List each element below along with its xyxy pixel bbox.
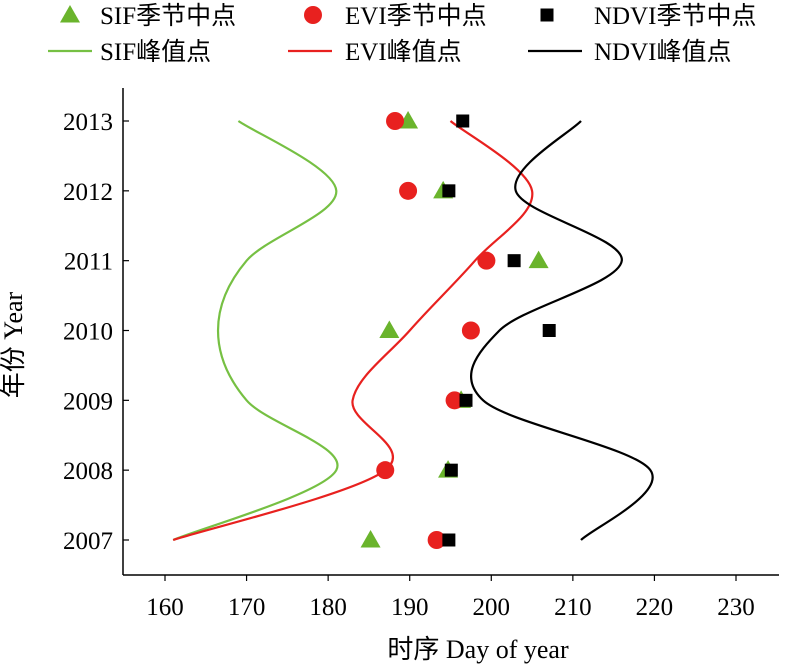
x-tick-label: 190 bbox=[391, 594, 429, 621]
legend-sif-marker bbox=[60, 5, 80, 23]
ndvi-midpoint-marker bbox=[444, 463, 458, 477]
evi-midpoint-marker bbox=[461, 321, 480, 340]
evi-midpoint-marker bbox=[445, 391, 464, 410]
series-lines bbox=[172, 120, 654, 542]
x-axis-title: 时序 Day of year bbox=[387, 635, 569, 664]
evi-midpoint-marker bbox=[477, 251, 496, 270]
legend-sif-midpoint-label: SIF季节中点 bbox=[100, 2, 236, 30]
x-tick-label: 210 bbox=[554, 594, 592, 621]
legend-evi-peak-label: EVI峰值点 bbox=[345, 38, 462, 66]
legend-ndvi-marker bbox=[540, 8, 554, 22]
sif-peak-line bbox=[172, 120, 339, 542]
x-tick-label: 160 bbox=[146, 594, 184, 621]
legend: SIF季节中点 EVI季节中点 NDVI季节中点 SIF峰值点 EVI峰值点 NDVI峰值… bbox=[48, 2, 757, 66]
evi-peak-line bbox=[172, 120, 534, 542]
y-tick-label: 2008 bbox=[63, 458, 113, 485]
sif-midpoint-marker bbox=[360, 530, 381, 548]
ndvi-midpoint-marker bbox=[507, 254, 521, 268]
series-points bbox=[360, 111, 556, 549]
evi-midpoint-marker bbox=[376, 461, 395, 480]
ndvi-midpoint-marker bbox=[456, 114, 470, 128]
legend-evi-midpoint-label: EVI季节中点 bbox=[345, 2, 487, 30]
legend-sif-peak-label: SIF峰值点 bbox=[100, 38, 211, 66]
axes: 160 170 180 190 200 210 220 230 2007 2008 2009 2010… bbox=[63, 88, 779, 621]
y-axis-title: 年份 Year bbox=[0, 291, 28, 398]
y-tick-label: 2009 bbox=[63, 388, 113, 415]
ndvi-midpoint-marker bbox=[442, 533, 456, 547]
x-tick-label: 170 bbox=[228, 594, 266, 621]
ndvi-midpoint-marker bbox=[459, 393, 473, 407]
evi-midpoint-marker bbox=[399, 181, 418, 200]
x-tick-label: 220 bbox=[636, 594, 674, 621]
y-tick-label: 2013 bbox=[63, 109, 113, 136]
evi-midpoint-marker bbox=[386, 112, 405, 130]
legend-ndvi-peak-label: NDVI峰值点 bbox=[594, 38, 732, 66]
evi-midpoint-marker bbox=[427, 531, 446, 549]
sif-midpoint-marker bbox=[379, 320, 400, 338]
x-tick-label: 230 bbox=[717, 594, 755, 621]
y-tick-label: 2007 bbox=[63, 528, 113, 555]
legend-evi-marker bbox=[304, 6, 322, 24]
x-tick-label: 180 bbox=[309, 594, 347, 621]
legend-ndvi-midpoint-label: NDVI季节中点 bbox=[594, 2, 757, 30]
x-tick-label: 200 bbox=[473, 594, 511, 621]
sif-midpoint-marker bbox=[528, 250, 549, 269]
ndvi-peak-line bbox=[470, 120, 654, 541]
y-tick-label: 2012 bbox=[63, 179, 113, 206]
y-tick-label: 2010 bbox=[63, 319, 113, 346]
ndvi-midpoint-marker bbox=[442, 184, 456, 198]
y-tick-label: 2011 bbox=[64, 249, 113, 276]
ndvi-midpoint-marker bbox=[542, 324, 556, 337]
